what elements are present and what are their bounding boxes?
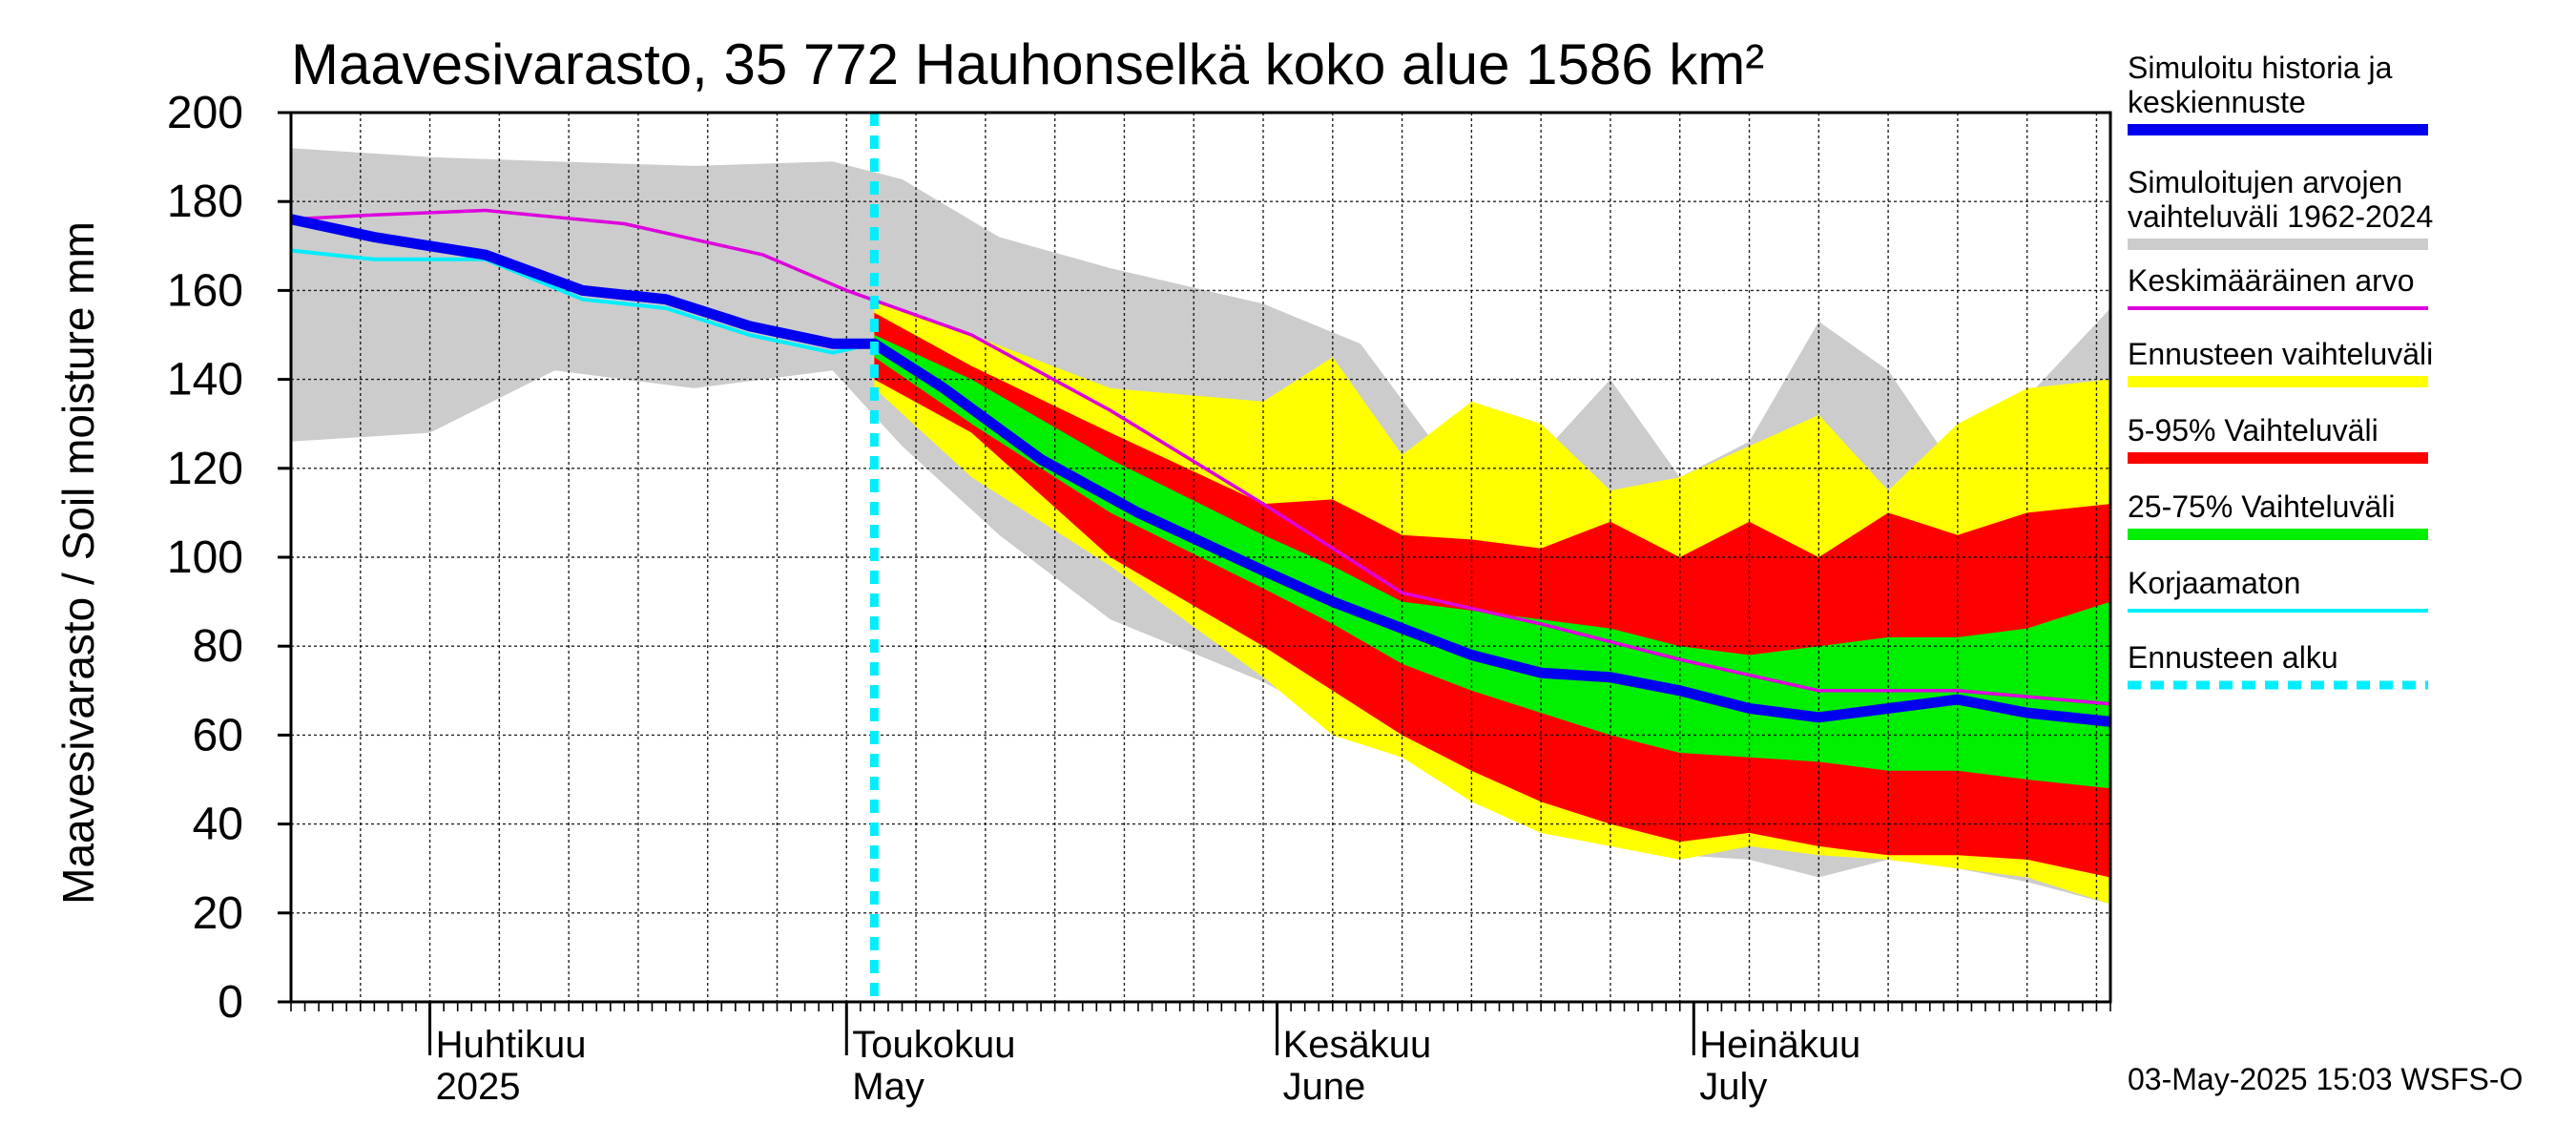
legend-label: vaihteluväli 1962-2024 [2128,199,2433,234]
y-tick-label: 20 [193,888,243,939]
legend-label: Simuloitu historia ja [2128,51,2393,85]
x-month-label-fi: Heinäkuu [1699,1024,1860,1066]
legend-label: Keskimääräinen arvo [2128,263,2415,298]
uncorrected-line [290,248,875,355]
legend-label: Simuloitujen arvojen [2128,165,2402,199]
mean-value-line [290,208,2111,706]
simulated-median-line [289,214,2111,727]
x-month-label-en: May [852,1066,924,1108]
y-tick-label: 60 [193,710,243,760]
x-month-label-en: 2025 [436,1066,521,1108]
grid-layer [291,113,2110,1002]
chart-title: Maavesivarasto, 35 772 Hauhonselkä koko … [291,32,1764,96]
y-tick-label: 100 [167,532,243,583]
y-tick-label: 180 [167,177,243,227]
legend-label: keskiennuste [2128,85,2306,119]
footer-timestamp: 03-May-2025 15:03 WSFS-O [2128,1062,2523,1096]
x-month-label-fi: Huhtikuu [436,1024,587,1066]
legend-label: 25-75% Vaihteluväli [2128,489,2395,524]
legend-label: 5-95% Vaihteluväli [2128,413,2379,448]
y-tick-label: 160 [167,265,243,316]
y-tick-label: 40 [193,800,243,850]
band-25-75 [874,335,2110,789]
y-tick-label: 140 [167,355,243,406]
x-month-label-en: June [1283,1066,1366,1108]
bands-layer [291,148,2110,905]
legend-label: Ennusteen alku [2128,640,2338,675]
x-month-label-fi: Kesäkuu [1283,1024,1432,1066]
lines-layer [289,113,2111,1002]
legend-label: Ennusteen vaihteluväli [2128,337,2433,371]
y-tick-label: 0 [218,977,243,1028]
x-month-label-fi: Toukokuu [852,1024,1015,1066]
y-tick-label: 80 [193,621,243,672]
y-tick-label: 120 [167,444,243,494]
y-tick-label: 200 [167,88,243,138]
legend-label: Korjaamaton [2128,566,2300,600]
x-month-label-en: July [1699,1066,1767,1108]
y-axis-label: Maavesivarasto / Soil moisture mm [53,221,103,905]
